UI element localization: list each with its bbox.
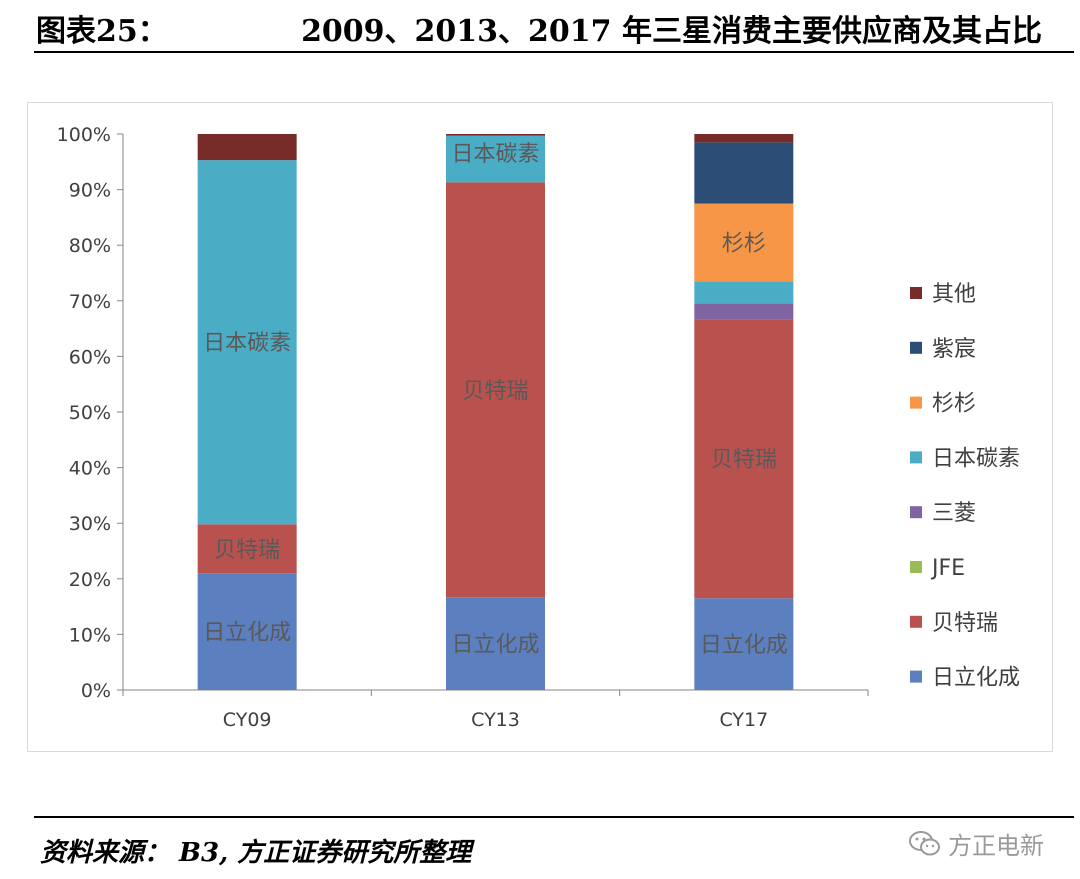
legend-label: 贝特瑞 — [932, 611, 998, 636]
segment-label: 贝特瑞 — [711, 448, 777, 473]
watermark-text: 方正电新 — [948, 832, 1044, 860]
segment-label: 贝特瑞 — [214, 538, 280, 563]
legend-label: 其他 — [932, 282, 976, 307]
segment-label: 日立化成 — [203, 621, 291, 646]
bar-segment-CY17-杉杉 — [694, 203, 794, 282]
segment-label: 日立化成 — [700, 633, 788, 658]
y-tick-label: 40% — [69, 458, 111, 480]
bar-segment-CY17-日立化成 — [694, 598, 794, 690]
bar-segment-CY09-贝特瑞 — [197, 524, 297, 574]
bar-segment-CY09-其他 — [197, 134, 297, 161]
bar-segment-CY13-贝特瑞 — [446, 182, 545, 598]
y-tick-label: 80% — [69, 235, 111, 257]
legend-swatch-日立化成 — [910, 670, 922, 683]
y-tick-label: 20% — [69, 569, 111, 591]
legend-swatch-杉杉 — [910, 396, 922, 409]
figure-header: 图表25： 2009、2013、2017 年三星消费主要供应商及其占比 — [0, 0, 1080, 50]
y-tick-label: 60% — [69, 346, 111, 368]
legend-swatch-贝特瑞 — [910, 615, 922, 628]
legend-swatch-日本碳素 — [910, 451, 922, 464]
bar-segment-CY17-贝特瑞 — [694, 319, 794, 599]
legend-swatch-三菱 — [910, 506, 922, 519]
x-tick-label: CY17 — [719, 709, 768, 731]
bar-segment-CY17-其他 — [694, 134, 794, 143]
figure-title: 2009、2013、2017 年三星消费主要供应商及其占比 — [301, 14, 1042, 49]
legend-swatch-JFE — [910, 561, 922, 573]
watermark: 方正电新 — [908, 826, 1044, 861]
segment-label: 贝特瑞 — [462, 379, 528, 404]
source-note: 资料来源： B3, 方正证券研究所整理 — [40, 838, 472, 868]
legend-label: 三菱 — [932, 501, 976, 526]
y-tick-label: 10% — [69, 624, 111, 646]
footer-rule — [34, 816, 1074, 818]
y-tick-label: 0% — [81, 680, 111, 702]
y-tick-label: 50% — [69, 402, 111, 424]
bar-segment-CY09-日立化成 — [197, 573, 297, 690]
bar-segment-CY13-其他 — [446, 134, 545, 136]
legend-label: 杉杉 — [932, 392, 976, 417]
legend-label: 日本碳素 — [932, 446, 1020, 471]
y-tick-label: 90% — [69, 180, 111, 202]
y-tick-label: 30% — [69, 513, 111, 535]
y-tick-label: 70% — [69, 291, 111, 313]
x-tick-label: CY13 — [471, 709, 520, 731]
legend-swatch-紫宸 — [910, 341, 922, 354]
header-rule — [34, 51, 1074, 53]
chart-frame: 0% 10% 20% 30% 40% 50% 60% 70% 80% 90% 100% CY09 日立化… — [27, 102, 1053, 752]
bar-segment-CY13-日本碳素 — [446, 135, 545, 183]
legend-label: JFE — [930, 556, 965, 581]
segment-label: 日本碳素 — [203, 331, 291, 356]
legend-swatch-其他 — [910, 287, 922, 299]
bar-segment-CY17-三菱 — [694, 303, 794, 320]
figure-label: 图表25： — [36, 14, 168, 49]
stacked-bar-chart: 0% 10% 20% 30% 40% 50% 60% 70% 80% 90% 100% CY09 日立化… — [57, 124, 1020, 731]
x-tick-label: CY09 — [223, 709, 272, 731]
bar-segment-CY17-紫宸 — [694, 142, 794, 204]
bar-segment-CY17-日本碳素 — [694, 281, 794, 304]
figure-footer: 资料来源： B3, 方正证券研究所整理 方正电新 — [0, 822, 1080, 879]
segment-label: 日立化成 — [451, 633, 539, 658]
legend-label: 紫宸 — [932, 337, 976, 362]
bar-segment-CY13-日立化成 — [446, 597, 545, 690]
bar-segment-CY09-日本碳素 — [197, 160, 297, 525]
legend-label: 日立化成 — [932, 666, 1020, 691]
y-tick-label: 100% — [57, 124, 111, 146]
segment-label: 日本碳素 — [451, 142, 539, 167]
segment-label: 杉杉 — [722, 231, 766, 256]
wechat-icon — [909, 830, 940, 855]
